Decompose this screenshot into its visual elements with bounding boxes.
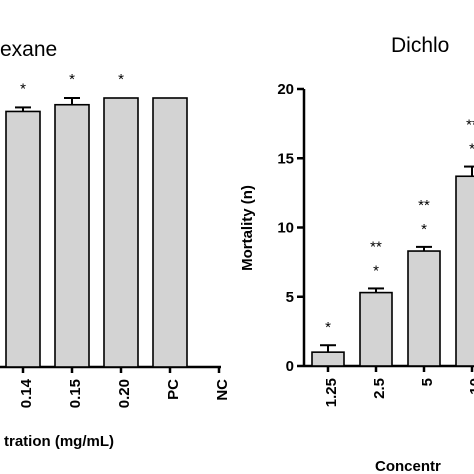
right-y-axis-label: Mortality (n) <box>239 185 256 271</box>
right-significance-2.5-1: * <box>373 262 379 279</box>
left-x-tick-label-0.15: 0.15 <box>67 379 84 408</box>
right-significance-2.5-0: ** <box>370 238 382 255</box>
right-x-tick-label-2.5: 2.5 <box>371 378 388 399</box>
right-bar-2.5 <box>359 291 393 367</box>
left-x-tick-label-NC: NC <box>214 379 231 401</box>
right-y-tick-label-20: 20 <box>277 81 294 98</box>
left-bar-PC <box>152 97 188 368</box>
right-significance-10-0: ** <box>466 117 474 134</box>
right-y-tick-label-5: 5 <box>286 289 294 306</box>
right-significance-5-0: ** <box>418 197 430 214</box>
left-significance-0.15: * <box>69 71 75 88</box>
left-bar-0.20 <box>103 97 139 368</box>
right-significance-5-1: * <box>421 221 427 238</box>
right-bar-10 <box>455 175 474 367</box>
left-x-tick-label-0.20: 0.20 <box>116 379 133 408</box>
left-x-tick-label-0.14: 0.14 <box>18 378 35 408</box>
right-y-tick-label-0: 0 <box>286 358 294 375</box>
left-x-tick-label-PC: PC <box>165 379 182 400</box>
right-significance-10-1: * <box>469 141 474 158</box>
right-significance-1.25-0: * <box>325 319 331 336</box>
right-x-axis-label: Concentr <box>375 458 441 474</box>
left-bar-chart: * 0.14 * 0.15 * 0.20 PC NC <box>0 71 231 408</box>
right-y-tick-label-15: 15 <box>277 150 294 167</box>
left-bar-0.14 <box>5 110 41 368</box>
right-bar-5 <box>407 250 441 367</box>
left-significance-0.14: * <box>20 80 26 97</box>
right-x-tick-label-10: 10 <box>467 378 474 395</box>
left-chart-title: exane <box>0 38 57 61</box>
right-y-tick-label-10: 10 <box>277 220 294 237</box>
right-x-tick-label-1.25: 1.25 <box>323 378 340 407</box>
left-bar-0.15 <box>54 103 90 368</box>
left-significance-0.20: * <box>118 71 124 88</box>
right-bar-1.25 <box>311 351 345 367</box>
right-x-tick-label-5: 5 <box>419 378 436 386</box>
right-chart-title: Dichlo <box>391 34 449 57</box>
left-x-axis-label: tration (mg/mL) <box>4 433 114 450</box>
